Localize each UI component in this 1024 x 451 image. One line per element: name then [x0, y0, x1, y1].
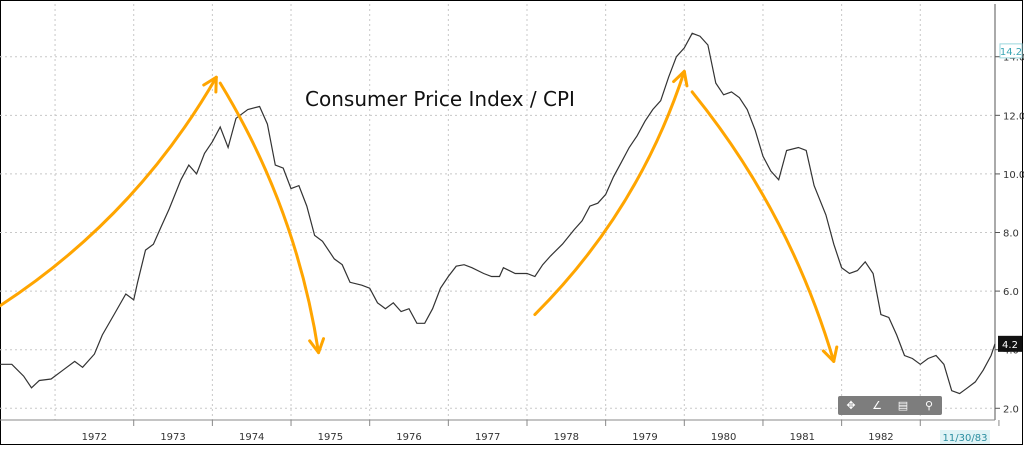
x-tick-label: 1982 — [868, 432, 893, 443]
y-tick-label: 12.0 — [1003, 111, 1024, 122]
annotation-arrow — [533, 69, 686, 317]
date-label-box — [940, 430, 990, 444]
annotation-arrowhead — [672, 69, 689, 88]
annotation-arrowhead — [202, 75, 218, 94]
y-tick-label: 10.0 — [1003, 170, 1024, 181]
x-tick-label: 1972 — [82, 432, 107, 443]
annotation-arrowhead — [821, 345, 839, 363]
annotation-arrow — [690, 90, 836, 363]
date-label: 11/30/83 — [943, 433, 988, 444]
x-tick-label: 1976 — [396, 432, 421, 443]
x-tick-label: 1975 — [318, 432, 343, 443]
chart-title: Consumer Price Index / CPI — [305, 87, 575, 111]
x-tick-label: 1973 — [160, 432, 185, 443]
x-tick-label: 1980 — [711, 432, 736, 443]
x-tick-label: 1981 — [790, 432, 815, 443]
x-tick-label: 1978 — [554, 432, 579, 443]
chart-toolbar: ✥ ∠ ▤ ⚲ — [838, 396, 942, 415]
pan-tool-button[interactable]: ✥ — [846, 399, 856, 412]
y-tick-label: 8.0 — [1003, 229, 1019, 240]
y-tick-label: 6.0 — [1003, 287, 1019, 298]
table-tool-button[interactable]: ▤ — [897, 399, 909, 412]
zoom-tool-button[interactable]: ⚲ — [924, 399, 934, 412]
annotation-arrow — [0, 75, 218, 308]
x-tick-label: 1979 — [632, 432, 657, 443]
draw-tool-button[interactable]: ∠ — [872, 399, 882, 412]
last-value-box — [998, 335, 1022, 352]
annotation-arrow — [218, 81, 321, 355]
x-tick-label: 1977 — [475, 432, 500, 443]
max-value-label: 14.2 — [1000, 47, 1022, 58]
cpi-series-line — [0, 32, 996, 395]
annotation-arrowhead — [308, 337, 326, 355]
y-tick-label: 2.0 — [1003, 404, 1019, 415]
max-value-box — [999, 43, 1023, 59]
x-tick-label: 1974 — [239, 432, 264, 443]
last-value-label: 4.2 — [1002, 340, 1018, 351]
